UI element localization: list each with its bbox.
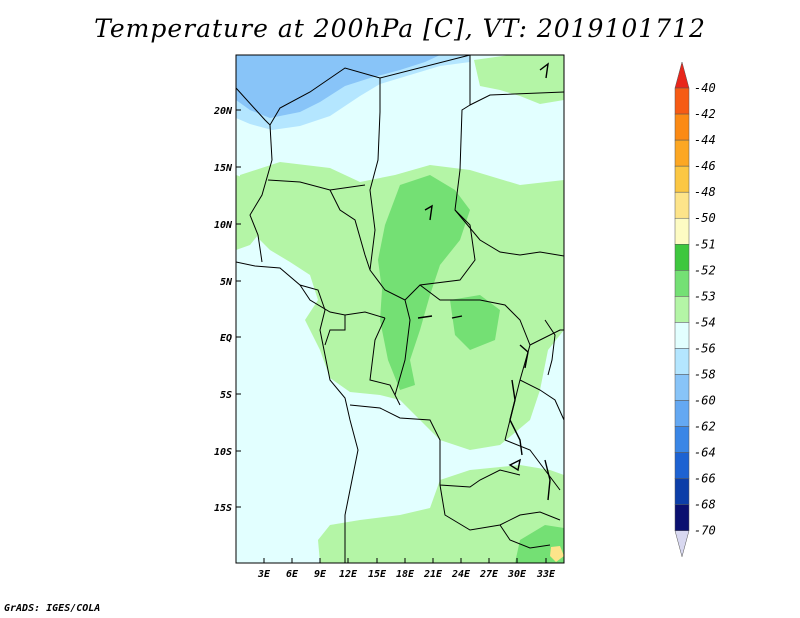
field-warmer-central bbox=[378, 175, 470, 390]
latitude-labels: 20N 15N 10N 5N EQ 5S 10S 15S bbox=[213, 106, 233, 514]
colorbar-label: -53 bbox=[694, 289, 716, 303]
colorbar-label: -70 bbox=[694, 524, 716, 538]
colorbar-label: -46 bbox=[694, 159, 716, 173]
lon-label: 15E bbox=[368, 569, 387, 580]
colorbar-swatch bbox=[674, 478, 690, 505]
lat-label: 15N bbox=[214, 163, 233, 174]
lake-outlines bbox=[417, 62, 551, 501]
lon-label: 6E bbox=[286, 569, 299, 580]
field-warm-ne bbox=[474, 55, 564, 104]
colorbar-label: -66 bbox=[694, 472, 716, 486]
colorbar-label: -60 bbox=[694, 394, 716, 408]
colorbar-swatch bbox=[674, 217, 690, 245]
colorbar-swatch bbox=[674, 452, 690, 479]
lon-label: 18E bbox=[396, 569, 415, 580]
colorbar-swatch bbox=[674, 270, 690, 297]
colorbar: -40 -42 -44 -46 -48 -50 -51 -52 -53 -54 -56 -58 -60 -… bbox=[674, 61, 716, 558]
lon-label: 30E bbox=[507, 569, 527, 580]
field-warm-south bbox=[318, 465, 564, 563]
colorbar-swatch bbox=[674, 426, 690, 453]
lon-label: 12E bbox=[339, 569, 358, 580]
colorbar-swatch bbox=[674, 113, 690, 141]
colorbar-swatch bbox=[674, 191, 690, 219]
colorbar-label: -64 bbox=[694, 446, 716, 460]
map-plot bbox=[236, 55, 564, 563]
colorbar-label: -48 bbox=[694, 185, 716, 199]
colorbar-label: -68 bbox=[694, 498, 716, 512]
lat-label: 20N bbox=[213, 106, 233, 117]
lon-label: 21E bbox=[423, 569, 443, 580]
lat-label: 15S bbox=[214, 503, 232, 514]
lat-label: 10S bbox=[214, 447, 232, 458]
colorbar-label: -50 bbox=[694, 211, 716, 225]
lat-label: 5N bbox=[220, 277, 233, 288]
lon-label: 24E bbox=[451, 569, 471, 580]
colorbar-swatch bbox=[674, 139, 690, 167]
lat-label: EQ bbox=[220, 333, 232, 344]
colorbar-swatch bbox=[674, 87, 690, 115]
country-borders bbox=[236, 55, 564, 563]
colorbar-label: -40 bbox=[694, 81, 716, 95]
longitude-labels: 3E 6E 9E 12E 15E 18E 21E 24E 27E 30E 33E bbox=[257, 569, 556, 580]
colorbar-swatch bbox=[674, 400, 690, 427]
map-title: Temperature at 200hPa [C], VT: 201910171… bbox=[94, 14, 706, 43]
colorbar-swatch bbox=[674, 504, 690, 531]
colorbar-label: -58 bbox=[694, 367, 716, 381]
colorbar-label: -51 bbox=[694, 237, 716, 251]
colorbar-label: -42 bbox=[694, 107, 716, 121]
colorbar-swatch bbox=[674, 165, 690, 193]
colorbar-swatch bbox=[674, 61, 690, 89]
colorbar-swatch bbox=[674, 374, 690, 401]
field-warm-west bbox=[236, 175, 262, 250]
lon-label: 3E bbox=[257, 569, 271, 580]
colorbar-swatch bbox=[674, 296, 690, 323]
colorbar-label: -52 bbox=[694, 263, 716, 277]
colorbar-swatch bbox=[674, 530, 690, 558]
lat-label: 5S bbox=[220, 390, 232, 401]
lon-label: 27E bbox=[479, 569, 499, 580]
colorbar-label: -44 bbox=[694, 133, 716, 147]
colorbar-label: -54 bbox=[694, 315, 716, 329]
colorbar-swatch bbox=[674, 322, 690, 349]
footer-credit: GrADS: IGES/COLA bbox=[4, 603, 101, 614]
lon-label: 33E bbox=[536, 569, 556, 580]
lon-label: 9E bbox=[314, 569, 327, 580]
map-frame bbox=[235, 54, 565, 564]
colorbar-label: -62 bbox=[694, 420, 716, 434]
colorbar-swatch bbox=[674, 348, 690, 375]
colorbar-label: -56 bbox=[694, 341, 716, 355]
field-warmest-se bbox=[550, 546, 564, 562]
field-colder-north bbox=[236, 55, 440, 118]
lat-label: 10N bbox=[214, 220, 233, 231]
field-warmer-east bbox=[450, 295, 500, 350]
colorbar-swatch bbox=[674, 244, 690, 271]
tick-marks bbox=[236, 109, 547, 563]
